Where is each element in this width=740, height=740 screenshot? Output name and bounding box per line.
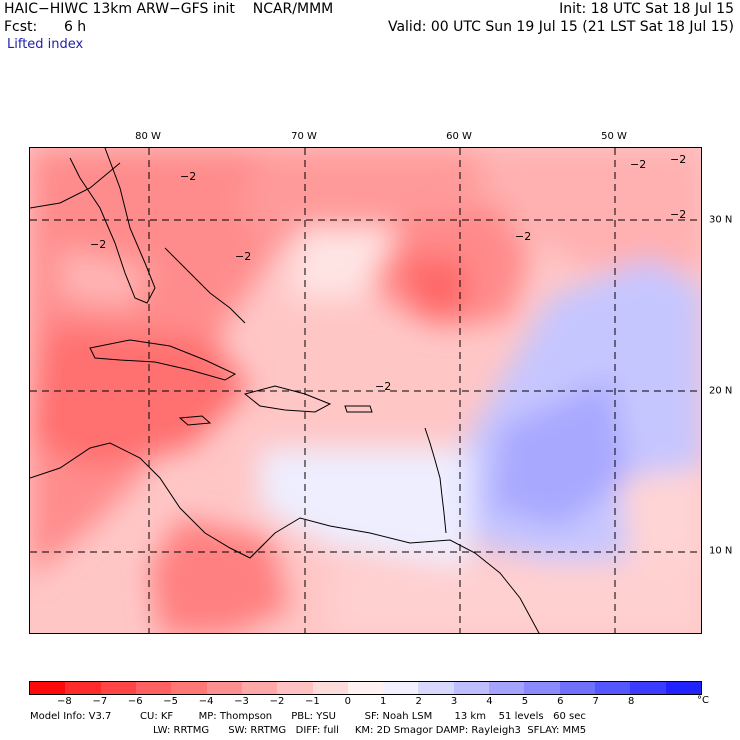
contour-label: −2 (670, 208, 686, 221)
colorbar-tick-label: 2 (415, 696, 422, 707)
contour-label: −2 (515, 230, 531, 243)
lat-label-10n: 10 N (709, 545, 733, 557)
lat-label-30n: 30 N (709, 214, 733, 226)
lon-label-60w: 60 W (446, 131, 472, 142)
colorbar-swatch (665, 682, 701, 694)
colorbar-swatch (630, 682, 666, 694)
colorbar-swatch (595, 682, 631, 694)
colorbar-swatch (524, 682, 560, 694)
colorbar-swatch (241, 682, 278, 694)
colorbar-swatch (277, 682, 313, 694)
colorbar-swatch (383, 682, 419, 694)
florida-coastline (69, 148, 156, 304)
lon-label-70w: 70 W (291, 131, 317, 142)
colorbar-swatch (312, 682, 348, 694)
land-outlines (30, 148, 540, 633)
colorbar-swatch (65, 682, 101, 694)
colorbar (29, 681, 702, 695)
northeast-coastline (30, 162, 121, 209)
forecast-hour: Fcst: 6 h (4, 19, 87, 35)
colorbar-swatch (100, 682, 136, 694)
colorbar-ticks: −8 −7 −6 −5 −4 −3 −2 −1 0 1 2 3 4 5 6 7 8 (29, 696, 702, 708)
model-info-line2: LW: RRTMG SW: RRTMG DIFF: full KM: 2D Sm… (153, 725, 587, 736)
contour-label: −2 (630, 158, 646, 171)
field-shading (30, 148, 701, 633)
colorbar-tick-label: −1 (304, 696, 320, 707)
graticule (30, 148, 701, 633)
colorbar-tick-label: −5 (163, 696, 179, 707)
colorbar-swatch (347, 682, 384, 694)
colorbar-unit: °C (697, 695, 709, 706)
puerto-rico-coastline (344, 405, 373, 413)
contour-label: −2 (375, 380, 391, 393)
colorbar-swatch (171, 682, 207, 694)
cuba-coastline (89, 339, 237, 381)
lon-label-50w: 50 W (601, 131, 627, 142)
colorbar-tick-label: 5 (521, 696, 529, 707)
colorbar-tick-label: 1 (380, 696, 387, 707)
contour-label: −2 (90, 238, 106, 251)
colorbar-tick-label: 6 (557, 696, 564, 707)
colorbar-swatch (559, 682, 595, 694)
init-time: Init: 18 UTC Sat 18 Jul 15 (559, 1, 734, 17)
colorbar-tick-label: 7 (592, 696, 599, 707)
colorbar-tick-label: −2 (269, 696, 285, 707)
colorbar-tick-label: −6 (127, 696, 143, 707)
colorbar-tick-label: −3 (234, 696, 249, 707)
colorbar-tick-label: −7 (92, 696, 108, 707)
colorbar-swatch (489, 682, 525, 694)
colorbar-swatch (135, 682, 172, 694)
central-america-coastline (30, 442, 266, 559)
south-america-coastline (249, 517, 540, 633)
model-info-line1: Model Info: V3.7 CU: KF MP: Thompson PBL… (30, 711, 586, 722)
chart-title: HAIC−HIWC 13km ARW−GFS init NCAR/MMM (4, 1, 334, 17)
variable-label: Lifted index (7, 37, 84, 52)
contour-label: −2 (180, 170, 196, 183)
colorbar-swatch (453, 682, 490, 694)
valid-time: Valid: 00 UTC Sun 19 Jul 15 (21 LST Sat … (387, 19, 734, 35)
hispaniola-coastline (243, 385, 332, 413)
lifted-index-map: −2 −2 −2 −2 −2 −2 −2 −2 (29, 147, 702, 634)
colorbar-tick-label: −4 (198, 696, 214, 707)
bahamas-outline (164, 247, 246, 324)
colorbar-tick-label: 8 (627, 696, 635, 707)
jamaica-coastline (178, 415, 212, 426)
colorbar-tick-label: 3 (450, 696, 458, 707)
colorbar-swatch (206, 682, 242, 694)
colorbar-swatch (418, 682, 454, 694)
contour-labels: −2 −2 −2 −2 −2 −2 −2 −2 (90, 153, 686, 393)
colorbar-tick-label: −8 (57, 696, 72, 707)
lon-label-80w: 80 W (135, 131, 161, 142)
antilles-arc (424, 427, 447, 534)
contour-label: −2 (235, 250, 251, 263)
colorbar-tick-label: 4 (486, 696, 493, 707)
contour-label: −2 (670, 153, 686, 166)
colorbar-swatch (30, 682, 66, 694)
lat-label-20n: 20 N (709, 385, 733, 397)
colorbar-tick-label: 0 (344, 696, 351, 707)
